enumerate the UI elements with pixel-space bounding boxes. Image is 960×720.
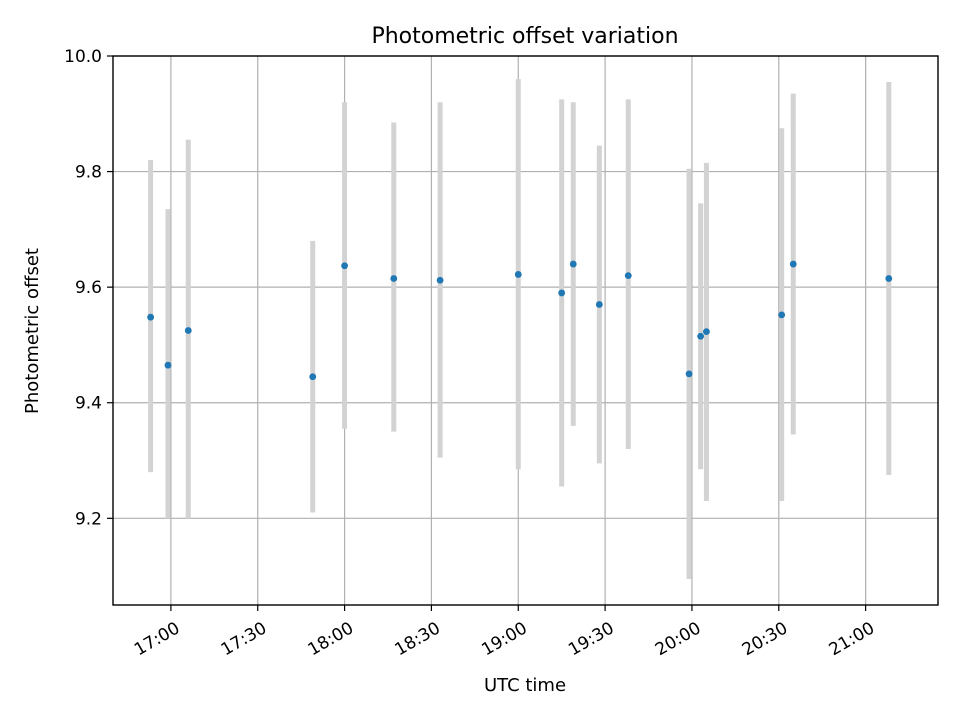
y-tick-label: 9.8 <box>75 163 102 183</box>
x-axis-label: UTC time <box>484 675 566 696</box>
data-point <box>436 276 444 284</box>
data-point <box>514 271 522 278</box>
data-point <box>595 301 603 308</box>
y-axis-label: Photometric offset <box>22 248 43 414</box>
y-tick-label: 9.6 <box>75 278 102 298</box>
data-point <box>885 275 893 282</box>
y-tick-label: 9.4 <box>75 394 102 414</box>
y-tick-label: 9.2 <box>75 509 102 529</box>
data-point <box>624 272 632 279</box>
data-point <box>569 260 577 268</box>
data-point <box>341 262 348 270</box>
data-point <box>778 311 786 319</box>
data-point <box>309 373 317 381</box>
point-layer <box>147 260 893 381</box>
data-point <box>697 332 705 340</box>
data-point <box>390 275 398 282</box>
chart-title: Photometric offset variation <box>371 24 678 49</box>
data-point <box>184 327 192 334</box>
data-point <box>789 260 797 268</box>
data-point <box>164 361 172 369</box>
data-point <box>147 313 155 321</box>
plot-frame <box>112 55 939 606</box>
data-point <box>703 328 710 336</box>
data-point <box>685 370 693 378</box>
data-point <box>558 289 566 297</box>
y-tick-label: 10.0 <box>64 47 102 67</box>
